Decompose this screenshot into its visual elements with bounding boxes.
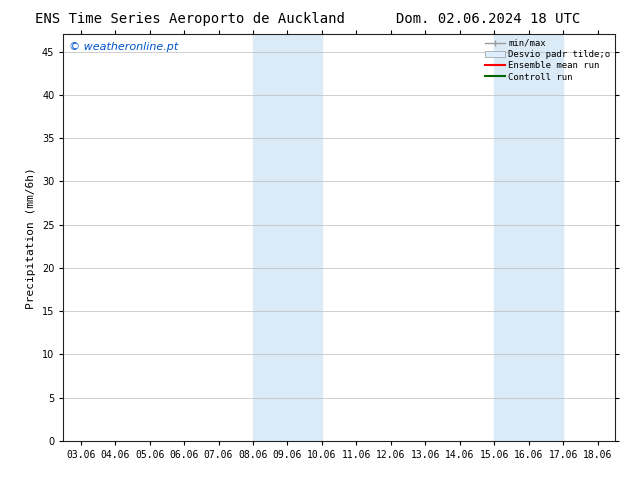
Y-axis label: Precipitation (mm/6h): Precipitation (mm/6h) xyxy=(27,167,36,309)
Text: Dom. 02.06.2024 18 UTC: Dom. 02.06.2024 18 UTC xyxy=(396,12,580,26)
Bar xyxy=(253,34,322,441)
Bar xyxy=(495,34,563,441)
Text: ENS Time Series Aeroporto de Auckland: ENS Time Series Aeroporto de Auckland xyxy=(36,12,345,26)
Text: © weatheronline.pt: © weatheronline.pt xyxy=(69,43,178,52)
Legend: min/max, Desvio padr tilde;o, Ensemble mean run, Controll run: min/max, Desvio padr tilde;o, Ensemble m… xyxy=(485,39,611,81)
